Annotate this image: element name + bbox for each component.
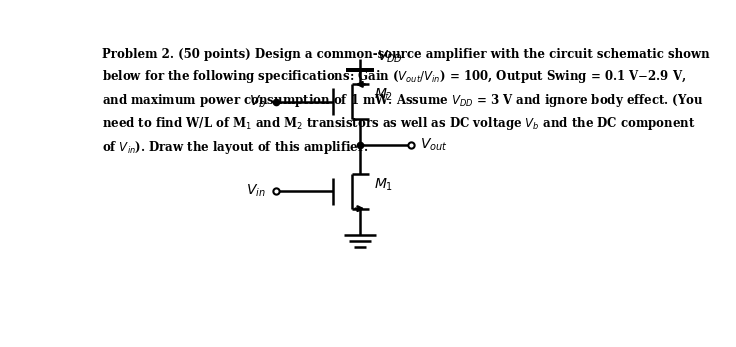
Text: $M_1$: $M_1$ <box>375 176 394 193</box>
Text: $M_2$: $M_2$ <box>375 87 394 103</box>
Text: $V_{in}$: $V_{in}$ <box>247 183 266 200</box>
Text: $V_{DD}$: $V_{DD}$ <box>377 49 403 65</box>
Text: $V_{out}$: $V_{out}$ <box>420 136 447 153</box>
Text: $V_b$: $V_b$ <box>249 94 266 110</box>
Text: Problem 2. (50 points) Design a common-source amplifier with the circuit schemat: Problem 2. (50 points) Design a common-s… <box>102 48 710 156</box>
